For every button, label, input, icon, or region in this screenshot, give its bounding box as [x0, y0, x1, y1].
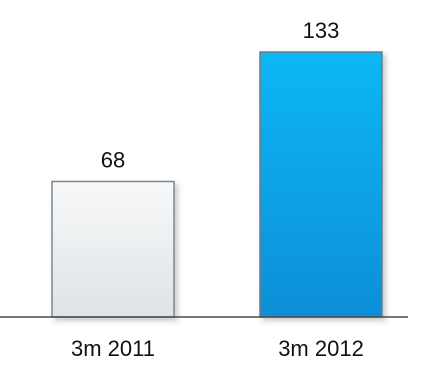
bar-3m-2011 — [51, 180, 175, 318]
data-label-3m-2012: 133 — [303, 18, 340, 43]
bar-3m-2012 — [259, 51, 383, 318]
category-label-3m-2012: 3m 2012 — [278, 336, 364, 361]
labels-layer: 68 3m 2011 133 3m 2012 — [71, 18, 364, 361]
bars-layer — [51, 51, 383, 318]
category-label-3m-2011: 3m 2011 — [71, 336, 155, 361]
data-label-3m-2011: 68 — [101, 148, 125, 173]
